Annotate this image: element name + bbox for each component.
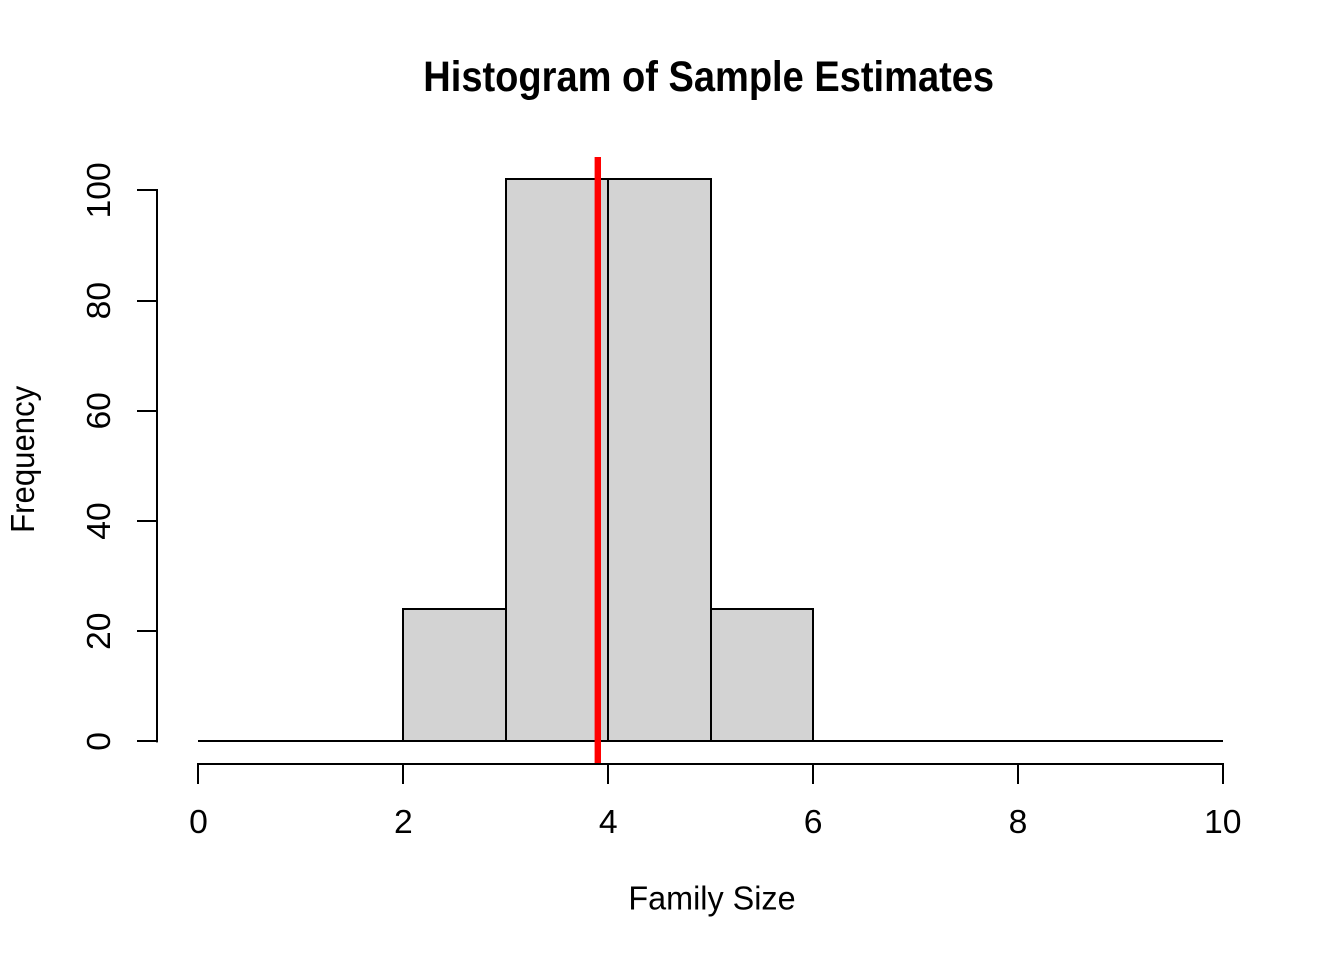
svg-text:6: 6 [804, 803, 823, 841]
svg-text:0: 0 [80, 732, 118, 751]
svg-text:80: 80 [80, 282, 118, 319]
svg-text:20: 20 [80, 612, 118, 649]
svg-text:Family Size: Family Size [628, 879, 795, 917]
svg-text:100: 100 [80, 162, 118, 218]
svg-text:0: 0 [189, 803, 208, 841]
svg-text:2: 2 [394, 803, 413, 841]
svg-text:Histogram of Sample Estimates: Histogram of Sample Estimates [423, 53, 994, 101]
svg-text:40: 40 [80, 502, 118, 539]
svg-text:Frequency: Frequency [4, 386, 42, 533]
svg-text:4: 4 [599, 803, 618, 841]
svg-text:10: 10 [1204, 803, 1241, 841]
svg-text:8: 8 [1009, 803, 1028, 841]
svg-text:60: 60 [80, 392, 118, 429]
